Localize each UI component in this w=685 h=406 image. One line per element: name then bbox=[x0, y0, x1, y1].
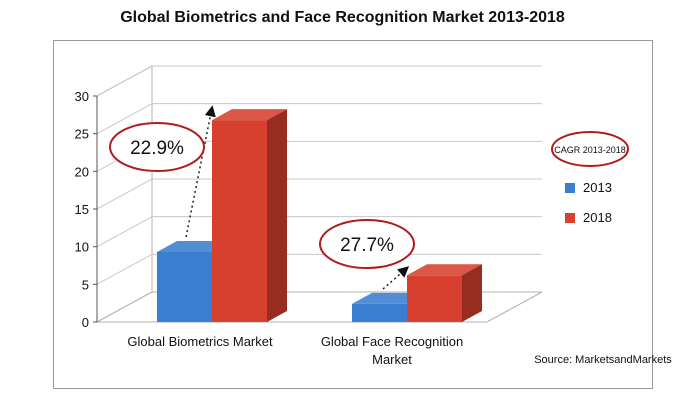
bar-top bbox=[407, 264, 482, 276]
bar-2018-1 bbox=[407, 264, 482, 322]
x-tick-label: Global Face Recognition bbox=[321, 334, 463, 349]
cagr-label: 22.9% bbox=[130, 138, 184, 159]
legend-swatch bbox=[565, 183, 575, 193]
y-tick-label: 10 bbox=[75, 240, 89, 255]
y-tick-label: 0 bbox=[82, 315, 89, 330]
source-note: Source: MarketsandMarkets bbox=[534, 354, 672, 366]
y-axis: 0 5 10 15 20 25 30 bbox=[75, 89, 98, 330]
chart-frame bbox=[53, 40, 653, 389]
legend: CAGR 2013-2018 2013 2018 bbox=[551, 131, 629, 225]
x-tick-label: Market bbox=[372, 352, 412, 367]
legend-swatch bbox=[565, 213, 575, 223]
gridline bbox=[96, 103, 542, 135]
gridline bbox=[96, 178, 542, 210]
y-tick-label: 25 bbox=[75, 127, 89, 142]
bar-front bbox=[157, 251, 212, 322]
x-tick-label: Global Biometrics Market bbox=[127, 334, 273, 349]
y-tick-label: 20 bbox=[75, 164, 89, 179]
bars bbox=[157, 109, 482, 323]
cagr-arrow bbox=[185, 105, 216, 238]
y-tick-label: 30 bbox=[75, 89, 89, 104]
legend-title: CAGR 2013-2018 bbox=[554, 145, 626, 155]
gridline bbox=[96, 65, 542, 97]
bar-top bbox=[212, 109, 287, 121]
bar-front bbox=[212, 120, 267, 323]
bar-front bbox=[352, 303, 407, 322]
cagr-arrow bbox=[382, 266, 410, 290]
legend-label: 2013 bbox=[583, 180, 612, 195]
y-tick-label: 5 bbox=[82, 277, 89, 292]
gridline bbox=[96, 253, 542, 285]
bar-front bbox=[407, 275, 462, 322]
legend-label: 2018 bbox=[583, 210, 612, 225]
cagr-annotations: 22.9% 27.7% bbox=[109, 105, 415, 290]
cagr-ellipse bbox=[109, 122, 205, 172]
gridline bbox=[96, 216, 542, 248]
cagr-label: 27.7% bbox=[340, 235, 394, 256]
cagr-ellipse bbox=[319, 219, 415, 269]
bar-side bbox=[462, 264, 482, 322]
bar-2018-0 bbox=[212, 109, 287, 323]
legend-title-ellipse bbox=[551, 131, 629, 167]
x-axis-labels: Global Biometrics Market Global Face Reco… bbox=[127, 334, 463, 367]
bar-side bbox=[267, 109, 287, 323]
y-tick-label: 15 bbox=[75, 202, 89, 217]
chart-title: Global Biometrics and Face Recognition M… bbox=[120, 9, 565, 26]
